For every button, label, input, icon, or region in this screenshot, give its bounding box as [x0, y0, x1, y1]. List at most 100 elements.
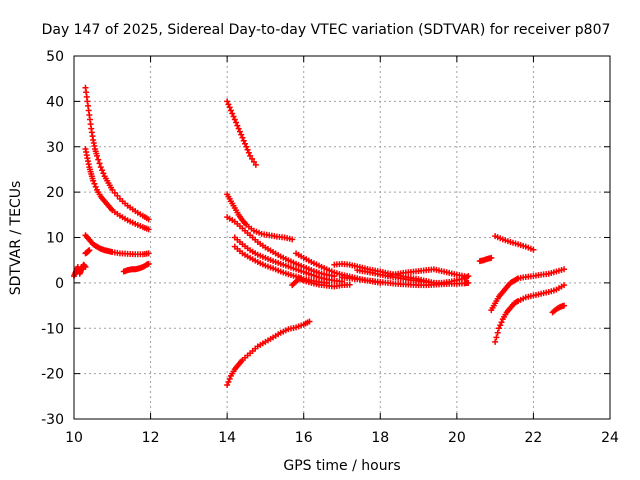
data-point: [109, 186, 116, 193]
data-point: [306, 318, 313, 325]
series-trace-g: [224, 98, 259, 168]
data-point: [111, 189, 118, 196]
data-point: [498, 319, 505, 326]
data-point: [114, 192, 121, 199]
y-tick-label: 0: [55, 276, 64, 292]
series-trace-t: [492, 233, 537, 253]
data-point: [91, 180, 98, 187]
data-point: [495, 325, 502, 332]
data-point: [96, 160, 103, 167]
data-point: [226, 104, 233, 111]
data-point: [239, 134, 246, 141]
data-point: [465, 279, 472, 286]
series-trace-v: [492, 282, 568, 345]
data-point: [145, 226, 152, 233]
data-point: [242, 140, 249, 147]
series-trace-h: [224, 191, 296, 243]
series-trace-q: [384, 266, 468, 280]
data-point: [225, 101, 232, 108]
chart-title: Day 147 of 2025, Sidereal Day-to-day VTE…: [42, 22, 611, 38]
data-point: [92, 183, 99, 190]
data-point: [249, 155, 256, 162]
data-point: [100, 170, 107, 177]
series-trace-e: [71, 261, 89, 280]
y-tick-label: 50: [46, 49, 64, 65]
data-point: [488, 254, 495, 261]
data-point: [229, 110, 236, 117]
x-tick-label: 18: [371, 430, 389, 446]
data-point: [252, 161, 259, 168]
series-trace-l: [289, 275, 353, 290]
data-point: [243, 143, 250, 150]
x-tick-label: 16: [295, 430, 313, 446]
series-trace-s: [476, 254, 495, 265]
data-point: [230, 113, 237, 120]
series-trace-w: [549, 302, 568, 316]
data-point: [497, 322, 504, 329]
data-points-layer: [71, 84, 568, 388]
data-point: [234, 122, 241, 129]
data-point: [95, 156, 102, 163]
data-point: [231, 116, 238, 123]
series-trace-p: [339, 274, 472, 289]
y-tick-label: 40: [46, 94, 64, 110]
data-point: [97, 164, 104, 171]
y-tick-label: 10: [46, 231, 64, 247]
grid-layer: [74, 56, 610, 419]
data-point: [494, 329, 501, 336]
series-trace-a: [82, 84, 152, 223]
data-point: [247, 152, 254, 159]
data-point: [145, 250, 152, 257]
data-point: [90, 177, 97, 184]
data-point: [227, 107, 234, 114]
data-point: [561, 282, 568, 289]
data-point: [245, 149, 252, 156]
data-point: [561, 266, 568, 273]
y-tick-label: -30: [41, 412, 64, 428]
y-axis-label: SDTVAR / TECUs: [8, 181, 24, 296]
tick-layer: 10 12 14 16 18 20 22 24 -30 -20 -10 0 10 20 30 40 50: [41, 49, 619, 446]
x-tick-label: 20: [448, 430, 466, 446]
data-point: [244, 146, 251, 153]
plot-frame: [73, 55, 611, 420]
data-point: [493, 334, 500, 341]
data-point: [225, 378, 232, 385]
data-point: [93, 152, 100, 159]
data-point: [235, 125, 242, 132]
data-point: [224, 381, 231, 388]
data-point: [224, 98, 231, 105]
data-point: [561, 302, 568, 309]
data-point: [236, 128, 243, 135]
x-tick-label: 22: [525, 430, 543, 446]
series-trace-r: [224, 318, 313, 388]
data-point: [346, 281, 353, 288]
series-trace-f: [120, 260, 152, 275]
series-trace-u: [488, 266, 568, 314]
series-trace-d: [82, 247, 93, 257]
data-point: [145, 260, 152, 267]
data-point: [145, 216, 152, 223]
y-tick-label: 30: [46, 140, 64, 156]
y-tick-label: -10: [41, 321, 64, 337]
data-point: [233, 119, 240, 126]
data-point: [99, 167, 106, 174]
data-point: [530, 246, 537, 253]
x-tick-label: 14: [218, 430, 236, 446]
series-trace-i: [224, 214, 338, 280]
data-point: [82, 263, 89, 270]
x-tick-label: 12: [142, 430, 160, 446]
data-point: [492, 338, 499, 345]
series-trace-j: [231, 234, 345, 285]
data-point: [240, 137, 247, 144]
series-trace-b: [82, 146, 152, 233]
data-point: [226, 375, 233, 382]
y-tick-label: -20: [41, 367, 64, 383]
data-point: [86, 247, 93, 254]
data-point: [289, 236, 296, 243]
y-tick-label: 20: [46, 185, 64, 201]
series-trace-c: [82, 232, 152, 258]
data-point: [250, 158, 257, 165]
data-point: [461, 273, 468, 280]
